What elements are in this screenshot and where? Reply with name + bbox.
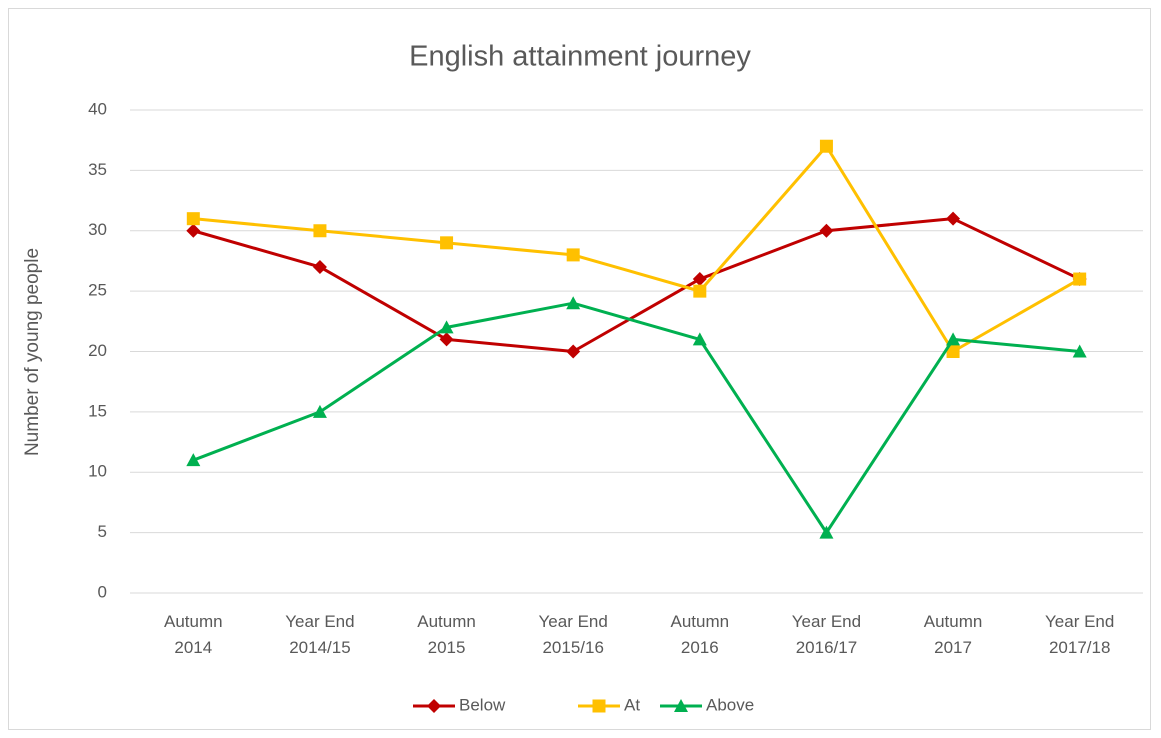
marker: [819, 525, 834, 539]
marker: [186, 223, 201, 238]
marker: [312, 259, 327, 274]
x-tick-label: Autumn 2016: [671, 612, 730, 657]
y-tick-label: 25: [88, 281, 107, 300]
y-axis-label: Number of young people: [22, 248, 43, 456]
marker: [1073, 272, 1087, 286]
x-tick-label: Year End 2017/18: [1045, 612, 1114, 657]
x-tick-label: Autumn 2017: [924, 612, 983, 657]
marker: [674, 699, 688, 712]
y-tick-label: 15: [88, 401, 107, 420]
y-tick-label: 35: [88, 160, 107, 179]
marker: [819, 223, 834, 238]
marker: [946, 332, 961, 346]
marker: [566, 296, 581, 310]
x-tick-label: Autumn 2014: [164, 612, 223, 657]
y-tick-label: 0: [98, 582, 107, 601]
marker: [946, 345, 960, 358]
marker: [819, 139, 833, 153]
y-tick-label: 5: [98, 522, 107, 541]
chart-title: English attainment journey: [409, 41, 751, 73]
y-tick-label: 20: [88, 341, 107, 360]
x-tick-label: Autumn 2015: [417, 612, 476, 657]
marker: [566, 248, 580, 262]
marker: [440, 236, 454, 250]
marker: [566, 344, 581, 359]
legend-label: At: [624, 695, 640, 714]
series-line: [192, 217, 1081, 353]
marker: [427, 699, 441, 713]
marker: [439, 332, 454, 347]
y-tick-label: 30: [88, 220, 107, 239]
marker: [186, 212, 200, 226]
y-tick-label: 40: [88, 99, 107, 118]
legend-label: Above: [706, 695, 754, 714]
marker: [1072, 344, 1087, 358]
marker: [186, 453, 201, 467]
marker: [692, 332, 707, 346]
x-tick-label: Year End 2015/16: [539, 612, 608, 657]
series-line: [192, 301, 1080, 535]
chart-border: [8, 8, 1151, 730]
marker: [313, 224, 327, 238]
marker: [439, 320, 454, 334]
marker: [312, 404, 327, 418]
marker: [693, 284, 707, 298]
x-tick-label: Year End 2016/17: [792, 612, 861, 657]
marker: [692, 272, 707, 287]
marker: [946, 211, 961, 226]
legend-label: Below: [459, 695, 506, 714]
marker: [592, 699, 606, 713]
y-tick-label: 10: [88, 462, 107, 481]
series-line: [193, 144, 1081, 353]
x-tick-label: Year End 2014/15: [285, 612, 354, 657]
